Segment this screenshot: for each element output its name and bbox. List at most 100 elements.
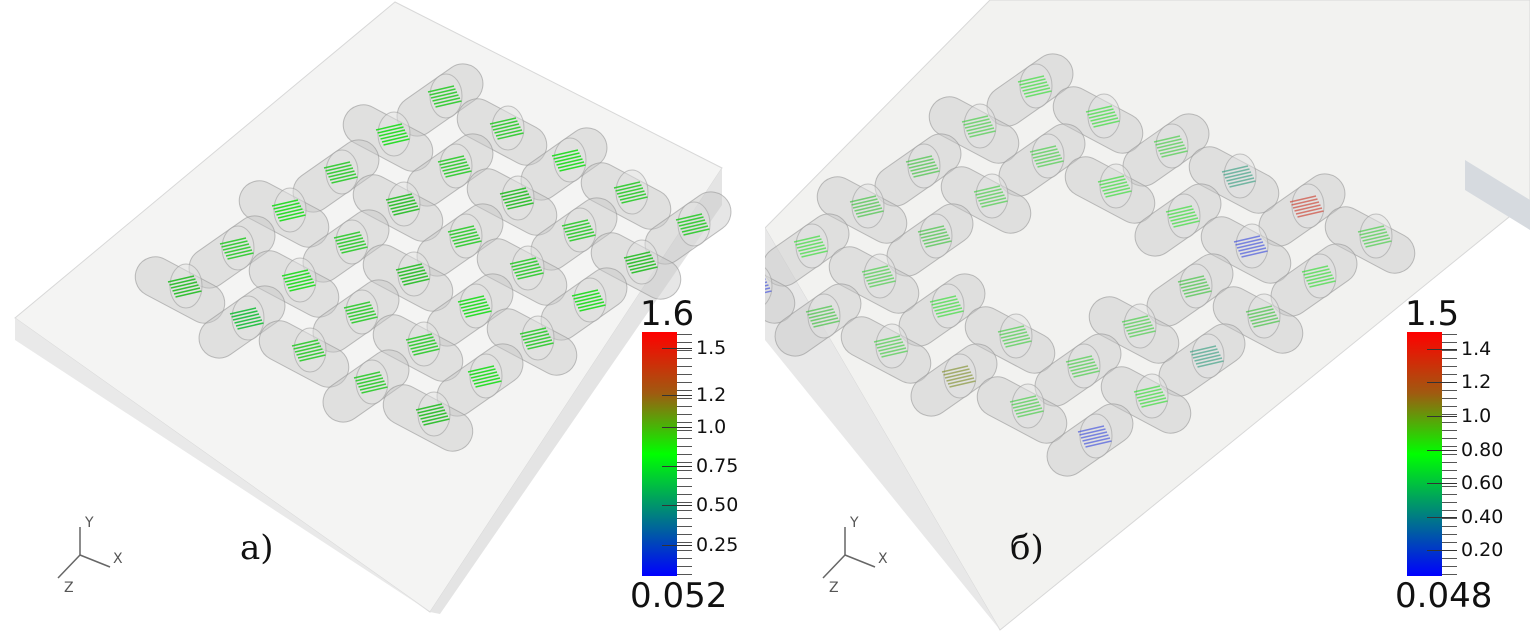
particle-streak — [1065, 355, 1100, 378]
particle-streak — [1077, 425, 1112, 448]
colorbar-minor-tick — [1442, 350, 1457, 351]
particle-streak — [353, 371, 388, 394]
colorbar-minor-tick — [1442, 422, 1457, 423]
colorbar-major-tick — [662, 465, 692, 467]
particle-streak — [793, 235, 828, 258]
particle-streak — [1153, 135, 1188, 158]
particle-streak — [1221, 165, 1256, 188]
colorbar-minor-tick — [1442, 406, 1457, 407]
particle-streak — [1301, 265, 1336, 288]
colorbar-tick-label: 0.20 — [1461, 539, 1504, 562]
colorbar-minor-tick — [677, 382, 692, 383]
colorbar-minor-tick — [677, 358, 692, 359]
particle-streak — [1009, 395, 1044, 418]
particle-streak — [229, 307, 264, 330]
particle-streak — [1177, 275, 1212, 298]
colorbar-tick-label: 1.0 — [1461, 405, 1492, 428]
particle-streak — [489, 117, 524, 140]
particle-streak — [427, 85, 462, 108]
colorbar-minor-tick — [1442, 454, 1457, 455]
colorbar-major-tick — [1427, 416, 1457, 418]
panel-label: а) — [240, 528, 274, 568]
particle-streak — [519, 327, 554, 350]
colorbar-minor-tick — [1442, 478, 1457, 479]
colorbar-minor-tick — [677, 542, 692, 543]
colorbar-gradient — [642, 332, 677, 576]
colorbar-minor-tick — [1442, 526, 1457, 527]
colorbar-minor-tick — [677, 470, 692, 471]
colorbar-minor-tick — [1442, 534, 1457, 535]
axes-triad — [57, 527, 111, 579]
colorbar-major-tick — [662, 544, 692, 546]
colorbar-minor-tick — [1442, 486, 1457, 487]
colorbar-tick-label: 0.80 — [1461, 438, 1504, 461]
colorbar-major-tick — [1427, 449, 1457, 451]
particle-streak — [973, 185, 1008, 208]
colorbar-minor-tick — [677, 342, 692, 343]
axis-z-label: Z — [64, 580, 74, 596]
colorbar-tick-label: 1.4 — [1461, 337, 1492, 360]
colorbar-major-tick — [662, 347, 692, 349]
axis-z-label: Z — [829, 580, 839, 596]
colorbar-minor-tick — [677, 438, 692, 439]
panel-b: Y X Z б) 1.5 0.048 1.4 1.2 1.0 0.80 0.60 0.40… — [765, 0, 1530, 635]
particle-streak — [805, 305, 840, 328]
particle-streaks — [167, 85, 710, 426]
particle-streak — [941, 365, 976, 388]
colorbar-major-tick — [1427, 382, 1457, 384]
particle-streak — [961, 115, 996, 138]
particle-streak — [375, 123, 410, 146]
colorbar-minor-tick — [1442, 558, 1457, 559]
particle-streak — [613, 181, 648, 204]
particle-streak — [561, 219, 596, 242]
colorbar-minor-tick — [677, 574, 692, 575]
particle-streak — [1133, 385, 1168, 408]
colorbar-min: 0.052 — [630, 576, 728, 616]
particle-streak — [997, 325, 1032, 348]
particle-streak — [1121, 315, 1156, 338]
colorbar-minor-tick — [1442, 502, 1457, 503]
colorbar-min: 0.048 — [1395, 576, 1493, 616]
particle-streak — [395, 263, 430, 286]
colorbar-major-tick — [1427, 550, 1457, 552]
colorbar-tick-label: 1.0 — [696, 415, 727, 438]
particle-streaks — [765, 75, 1392, 448]
colorbar-minor-tick — [677, 494, 692, 495]
panel-a: Y X Z а) 1.6 0.052 1.5 1.2 1.0 0.75 0.50 0.25 — [14, 1, 739, 616]
colorbar-minor-tick — [1442, 510, 1457, 511]
particle-streak — [1233, 235, 1268, 258]
colorbar-minor-tick — [677, 526, 692, 527]
colorbar-minor-tick — [1442, 446, 1457, 447]
particle-streak — [849, 195, 884, 218]
colorbar-minor-tick — [1442, 374, 1457, 375]
particle-streak — [1029, 145, 1064, 168]
colorbar: 1.5 0.048 1.4 1.2 1.0 0.80 0.60 0.40 0.20 — [1395, 294, 1525, 620]
axis-x-label: X — [113, 551, 123, 567]
colorbar-minor-tick — [677, 422, 692, 423]
colorbar-tick-label: 1.2 — [696, 384, 727, 407]
colorbar-minor-tick — [1442, 574, 1457, 575]
colorbar-minor-tick — [677, 558, 692, 559]
particle-streak — [1357, 225, 1392, 248]
colorbar-tick-label: 0.60 — [1461, 472, 1504, 495]
particle-streak — [333, 231, 368, 254]
particle-streak — [929, 295, 964, 318]
particle-streak — [765, 278, 772, 294]
colorbar-minor-tick — [1442, 462, 1457, 463]
particle-streak — [343, 301, 378, 324]
particle-streak — [323, 161, 358, 184]
particle-streak — [415, 403, 450, 426]
colorbar-major-tick — [1427, 348, 1457, 350]
colorbar-minor-tick — [1442, 414, 1457, 415]
colorbar-minor-tick — [677, 366, 692, 367]
particle-streak — [499, 187, 534, 210]
colorbar-minor-tick — [677, 510, 692, 511]
particle-streak — [571, 289, 606, 312]
colorbar-minor-tick — [1442, 430, 1457, 431]
particle-streak — [1165, 205, 1200, 228]
particle-streak — [905, 155, 940, 178]
slab-left-face — [15, 318, 430, 612]
colorbar-max: 1.5 — [1405, 294, 1460, 334]
colorbar-major-tick — [662, 505, 692, 507]
colorbar-tick-label: 0.50 — [696, 494, 739, 517]
